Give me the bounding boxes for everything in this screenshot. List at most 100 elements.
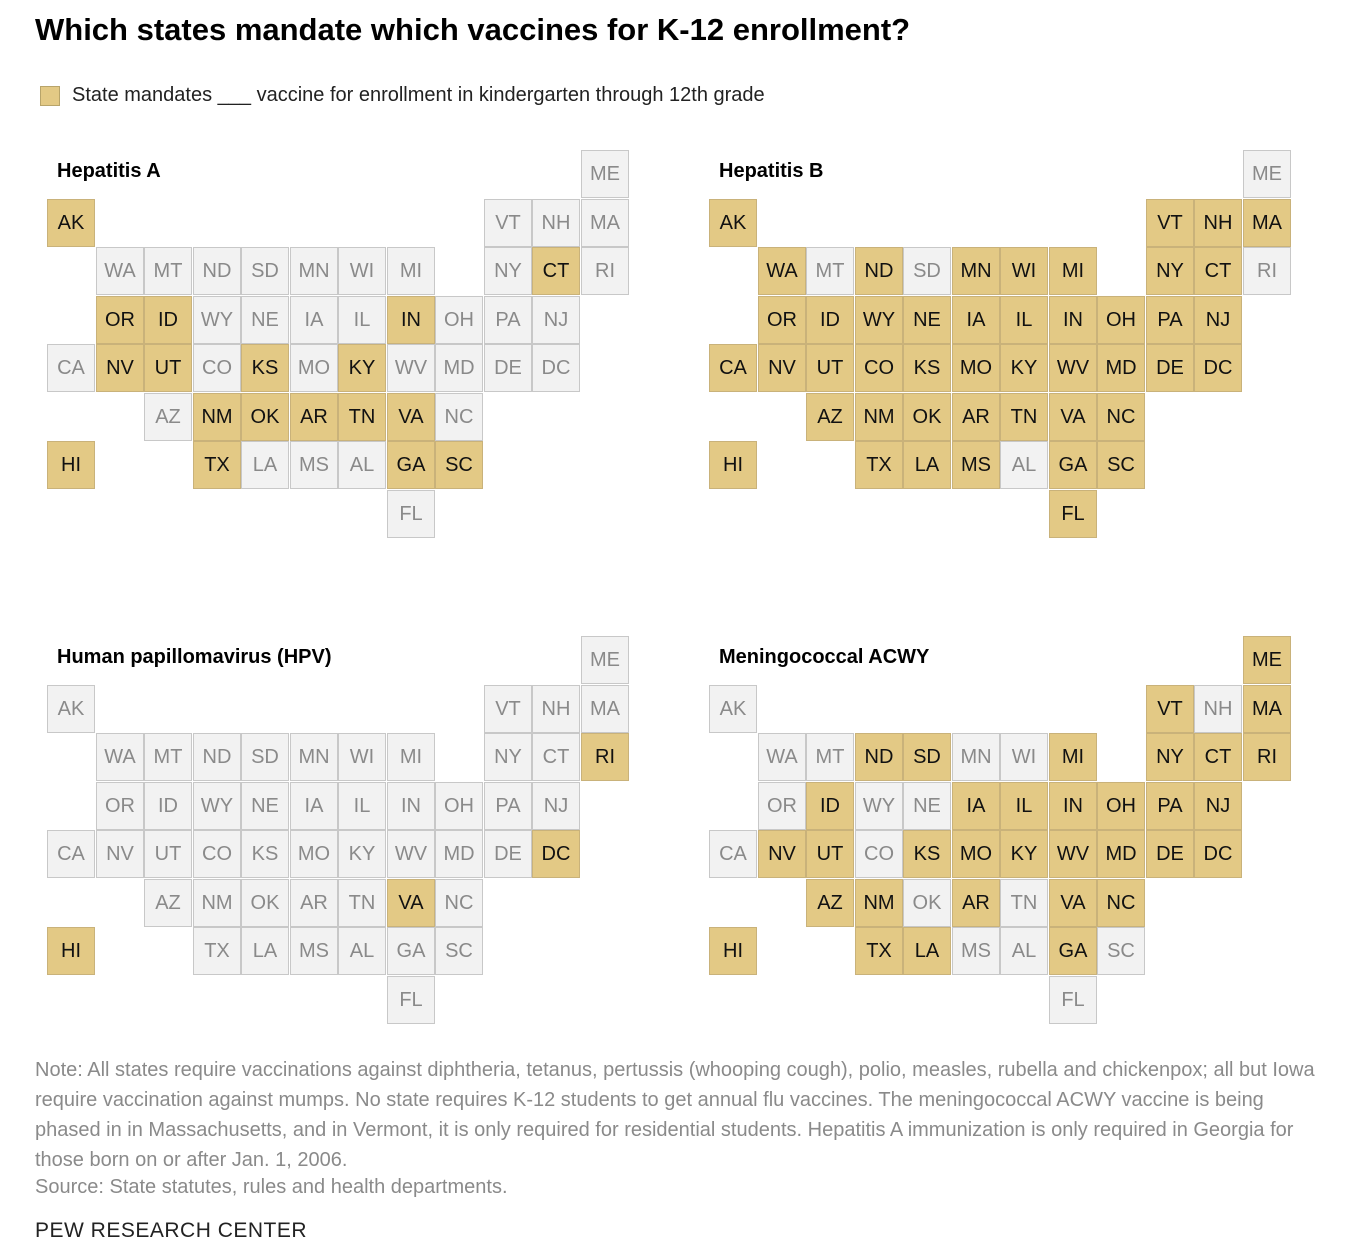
state-tile-mn: MN [290,733,338,781]
state-tile-nh: NH [1194,199,1242,247]
state-tile-il: IL [1000,782,1048,830]
state-tile-oh: OH [435,296,483,344]
state-tile-in: IN [387,296,435,344]
state-tile-nj: NJ [1194,296,1242,344]
state-tile-wv: WV [387,344,435,392]
state-tile-ny: NY [1146,247,1194,295]
state-tile-co: CO [193,344,241,392]
state-tile-mo: MO [290,344,338,392]
state-tile-ne: NE [241,782,289,830]
state-tile-ut: UT [144,830,192,878]
state-tile-fl: FL [1049,976,1097,1024]
state-tile-co: CO [855,344,903,392]
state-tile-sd: SD [241,733,289,781]
state-tile-nm: NM [855,393,903,441]
state-tile-dc: DC [1194,830,1242,878]
state-tile-va: VA [387,879,435,927]
state-tile-tx: TX [855,441,903,489]
map-title: Hepatitis B [719,160,824,182]
state-tile-nh: NH [1194,685,1242,733]
state-tile-la: LA [903,441,951,489]
state-tile-nc: NC [435,393,483,441]
state-tile-la: LA [903,927,951,975]
state-tile-mt: MT [144,247,192,295]
state-tile-tx: TX [855,927,903,975]
state-tile-dc: DC [532,344,580,392]
state-tile-al: AL [1000,927,1048,975]
state-tile-pa: PA [1146,782,1194,830]
state-tile-md: MD [435,830,483,878]
state-tile-md: MD [435,344,483,392]
state-tile-mt: MT [806,733,854,781]
state-tile-al: AL [338,441,386,489]
state-tile-id: ID [806,296,854,344]
state-tile-az: AZ [144,393,192,441]
state-tile-id: ID [144,296,192,344]
state-tile-ia: IA [952,782,1000,830]
state-tile-de: DE [1146,830,1194,878]
state-tile-ma: MA [581,199,629,247]
state-tile-ms: MS [290,927,338,975]
state-tile-al: AL [338,927,386,975]
state-tile-de: DE [484,344,532,392]
state-tile-la: LA [241,927,289,975]
state-tile-ak: AK [47,199,95,247]
state-tile-ar: AR [290,393,338,441]
state-tile-or: OR [96,782,144,830]
state-tile-or: OR [758,782,806,830]
state-tile-hi: HI [47,441,95,489]
state-tile-mi: MI [1049,247,1097,295]
state-tile-mi: MI [387,247,435,295]
state-tile-hi: HI [709,927,757,975]
state-tile-ct: CT [1194,733,1242,781]
state-tile-al: AL [1000,441,1048,489]
state-tile-ga: GA [387,927,435,975]
state-tile-ct: CT [532,247,580,295]
state-tile-wy: WY [855,296,903,344]
state-tile-ma: MA [1243,199,1291,247]
chart-title: Which states mandate which vaccines for … [35,12,911,47]
state-tile-ar: AR [290,879,338,927]
state-tile-mo: MO [952,344,1000,392]
state-tile-ca: CA [709,830,757,878]
state-tile-nv: NV [96,344,144,392]
state-tile-ks: KS [241,344,289,392]
state-tile-tn: TN [1000,393,1048,441]
state-tile-nc: NC [435,879,483,927]
state-tile-ar: AR [952,393,1000,441]
state-tile-az: AZ [806,879,854,927]
state-tile-oh: OH [1097,296,1145,344]
state-tile-ct: CT [532,733,580,781]
state-tile-ok: OK [241,393,289,441]
state-tile-ia: IA [290,296,338,344]
state-tile-in: IN [387,782,435,830]
state-tile-mo: MO [952,830,1000,878]
credit-logo-text: PEW RESEARCH CENTER [35,1219,308,1242]
map-title: Human papillomavirus (HPV) [57,646,332,668]
state-tile-nm: NM [855,879,903,927]
state-tile-fl: FL [1049,490,1097,538]
state-tile-sd: SD [241,247,289,295]
state-tile-wv: WV [1049,344,1097,392]
state-tile-wa: WA [758,733,806,781]
state-tile-il: IL [338,296,386,344]
state-tile-ne: NE [903,782,951,830]
state-tile-nd: ND [193,733,241,781]
state-tile-ma: MA [581,685,629,733]
state-tile-co: CO [855,830,903,878]
state-tile-fl: FL [387,490,435,538]
state-tile-ok: OK [903,879,951,927]
state-tile-tn: TN [338,879,386,927]
state-tile-id: ID [806,782,854,830]
state-tile-ak: AK [47,685,95,733]
state-tile-nj: NJ [1194,782,1242,830]
state-tile-wy: WY [193,296,241,344]
state-tile-ne: NE [241,296,289,344]
state-tile-nv: NV [758,830,806,878]
footnote: Note: All states require vaccinations ag… [35,1059,1315,1171]
state-tile-me: ME [581,636,629,684]
state-tile-or: OR [96,296,144,344]
state-tile-ca: CA [47,344,95,392]
state-tile-ok: OK [241,879,289,927]
state-tile-ks: KS [903,344,951,392]
